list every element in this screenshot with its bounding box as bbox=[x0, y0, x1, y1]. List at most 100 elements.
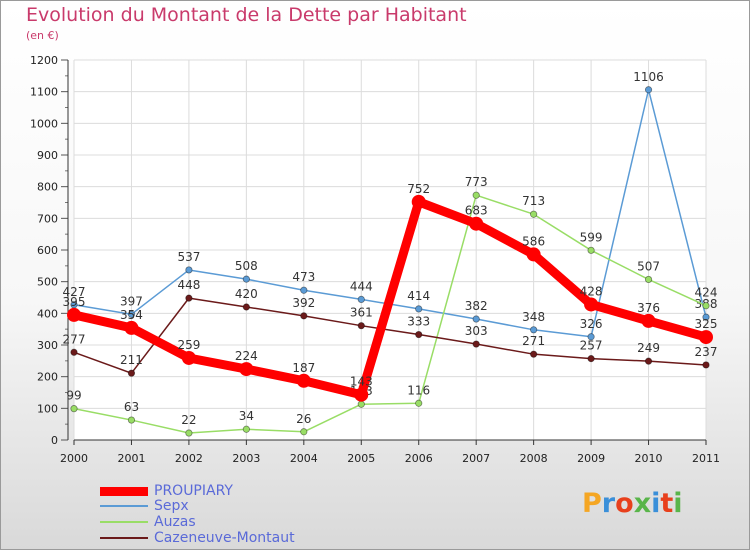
data-point bbox=[415, 399, 423, 407]
data-point bbox=[644, 357, 653, 365]
legend-item-proupiary: PROUPIARY bbox=[100, 483, 340, 500]
x-tick-label: 2003 bbox=[232, 452, 260, 465]
data-label: 303 bbox=[465, 324, 488, 338]
y-tick-label: 600 bbox=[37, 244, 58, 257]
data-label: 63 bbox=[124, 400, 139, 414]
legend-label-cazeneuve-montaut: Cazeneuve-Montaut bbox=[154, 530, 295, 546]
data-label: 713 bbox=[522, 194, 545, 208]
data-point bbox=[70, 348, 78, 356]
series-line-proupiary bbox=[69, 197, 711, 400]
data-point bbox=[699, 330, 713, 345]
data-label: 325 bbox=[695, 317, 718, 331]
data-label: 143 bbox=[350, 375, 373, 389]
data-point bbox=[242, 425, 250, 433]
data-point bbox=[357, 400, 365, 408]
legend-swatch-cazeneuve-montaut bbox=[100, 537, 148, 539]
data-point bbox=[644, 86, 653, 94]
data-point bbox=[530, 326, 538, 334]
data-label: 116 bbox=[407, 383, 430, 397]
series-line-cazeneuve-montaut bbox=[73, 297, 707, 374]
y-tick-label: 300 bbox=[37, 339, 58, 352]
x-tick-label: 2001 bbox=[117, 452, 145, 465]
data-point bbox=[296, 373, 311, 388]
data-point bbox=[124, 320, 139, 335]
data-label: 473 bbox=[292, 270, 315, 284]
data-label: 773 bbox=[465, 175, 488, 189]
data-label: 507 bbox=[637, 259, 660, 273]
legend-label-auzas: Auzas bbox=[154, 514, 196, 530]
y-tick-label: 800 bbox=[37, 181, 58, 194]
legend-label-sepx: Sepx bbox=[154, 498, 189, 514]
series-line-auzas bbox=[73, 194, 707, 434]
x-tick-label: 2006 bbox=[405, 452, 433, 465]
data-label: 420 bbox=[235, 287, 258, 301]
data-label: 397 bbox=[120, 294, 143, 308]
data-point bbox=[469, 216, 484, 231]
data-point bbox=[357, 322, 365, 330]
data-label: 752 bbox=[407, 182, 430, 196]
logo-letter: i bbox=[651, 488, 661, 519]
data-label: 237 bbox=[695, 345, 718, 359]
legend-swatch-auzas bbox=[100, 521, 148, 523]
data-label: 326 bbox=[580, 317, 603, 331]
logo-letter: i bbox=[673, 488, 683, 519]
data-point bbox=[185, 294, 193, 302]
chart-title: Evolution du Montant de la Dette par Hab… bbox=[26, 4, 467, 26]
logo-letter: r bbox=[601, 488, 616, 519]
y-tick-label: 900 bbox=[37, 149, 58, 162]
data-point bbox=[530, 210, 538, 218]
x-tick-label: 2005 bbox=[347, 452, 375, 465]
data-point bbox=[185, 429, 193, 437]
data-point bbox=[587, 333, 595, 341]
data-point bbox=[702, 313, 710, 321]
legend-item-auzas: Auzas bbox=[100, 514, 340, 531]
data-point bbox=[472, 340, 480, 348]
data-point bbox=[526, 247, 541, 262]
y-tick-label: 1000 bbox=[30, 117, 58, 130]
data-label: 277 bbox=[63, 332, 86, 346]
data-label: 448 bbox=[177, 278, 200, 292]
chart-subtitle: (en €) bbox=[26, 29, 59, 42]
data-label: 382 bbox=[465, 299, 488, 313]
y-tick-label: 500 bbox=[37, 276, 58, 289]
x-tick-label: 2000 bbox=[60, 452, 88, 465]
logo-letter: o bbox=[615, 488, 634, 519]
data-label: 428 bbox=[580, 284, 603, 298]
data-label: 392 bbox=[292, 296, 315, 310]
x-tick-label: 2002 bbox=[175, 452, 203, 465]
x-tick-label: 2007 bbox=[462, 452, 490, 465]
data-label: 361 bbox=[350, 306, 373, 320]
data-point bbox=[587, 246, 595, 254]
data-point bbox=[239, 362, 254, 377]
data-point bbox=[702, 361, 710, 369]
data-label: 22 bbox=[181, 413, 196, 427]
data-label: 395 bbox=[63, 295, 86, 309]
data-point bbox=[644, 275, 653, 284]
data-label: 224 bbox=[235, 349, 258, 363]
data-label: 249 bbox=[637, 341, 660, 355]
data-point bbox=[357, 295, 365, 303]
y-tick-label: 0 bbox=[51, 434, 58, 447]
data-label: 271 bbox=[522, 334, 545, 348]
data-label: 586 bbox=[522, 234, 545, 248]
y-tick-label: 700 bbox=[37, 212, 58, 225]
data-point bbox=[354, 387, 369, 402]
data-label: 26 bbox=[296, 412, 311, 426]
y-tick-label: 1200 bbox=[30, 54, 58, 67]
x-tick-label: 2011 bbox=[692, 452, 720, 465]
data-label: 1106 bbox=[633, 70, 664, 84]
data-point bbox=[472, 315, 480, 323]
data-point bbox=[702, 302, 710, 310]
data-label: 257 bbox=[580, 339, 603, 353]
logo-letter: P bbox=[582, 488, 602, 519]
data-point bbox=[127, 416, 136, 424]
x-tick-label: 2010 bbox=[635, 452, 663, 465]
data-label: 424 bbox=[695, 286, 718, 300]
data-label: 414 bbox=[407, 289, 430, 303]
data-point bbox=[411, 194, 426, 209]
data-label: 348 bbox=[522, 310, 545, 324]
data-point bbox=[415, 305, 423, 313]
legend-swatch-proupiary bbox=[100, 487, 148, 496]
data-point bbox=[242, 303, 250, 311]
